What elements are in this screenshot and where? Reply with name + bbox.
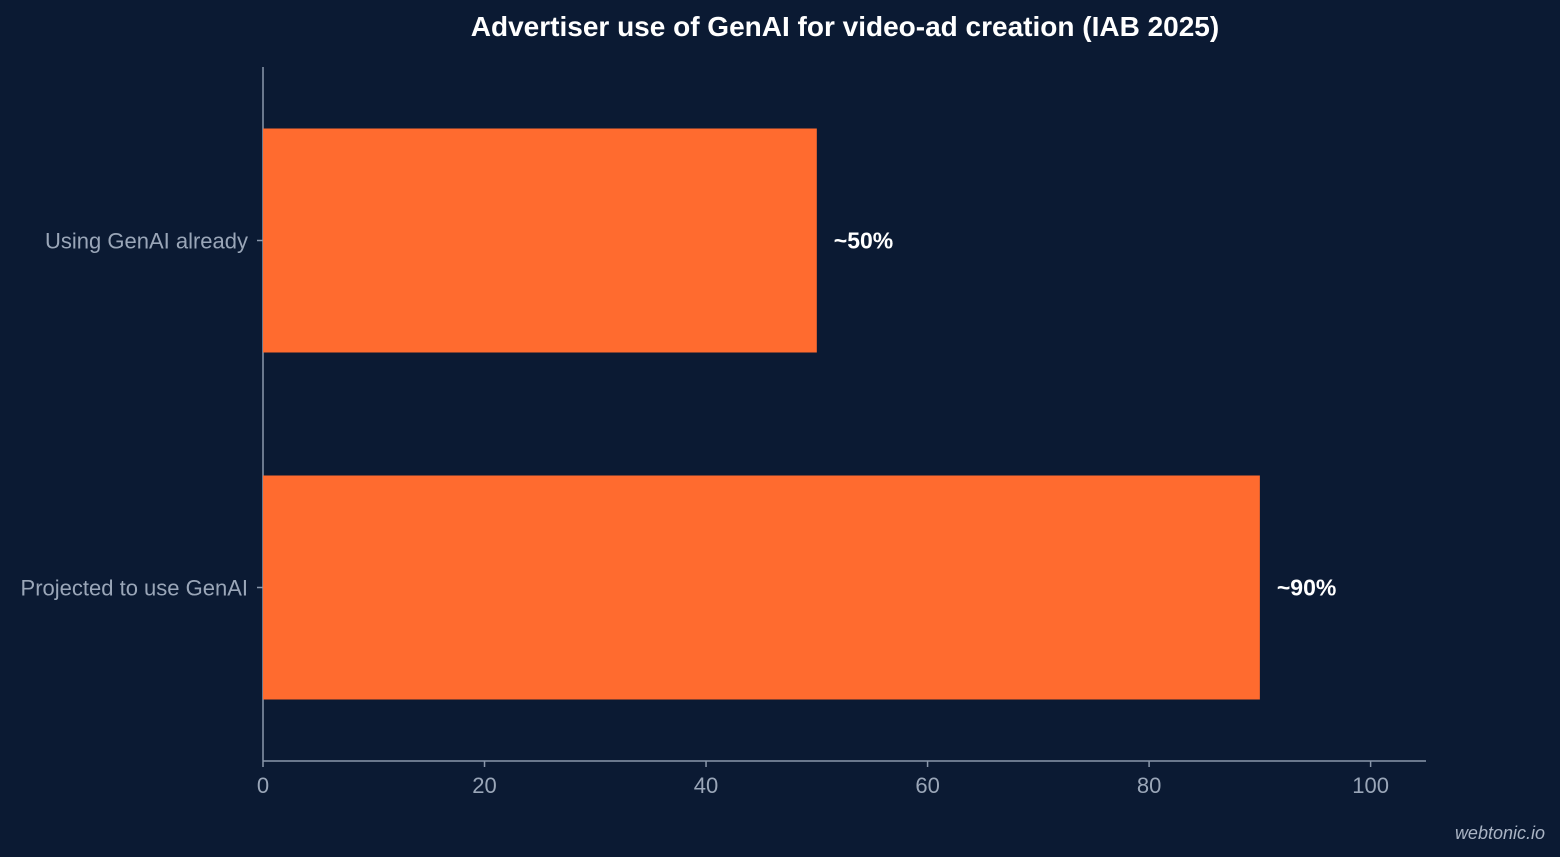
labels: 0 20 40 60 80 100 Using GenAI already ~50% Proje… (21, 228, 1389, 799)
x-tick-label: 40 (694, 773, 718, 798)
bar (263, 475, 1260, 700)
x-tick-label: 100 (1352, 773, 1389, 798)
x-tick-label: 0 (257, 773, 269, 798)
x-tick-label: 80 (1137, 773, 1161, 798)
bar (263, 128, 817, 353)
category-label: Using GenAI already (45, 229, 248, 254)
data-label: ~90% (1277, 575, 1336, 601)
watermark: webtonic.io (1455, 823, 1545, 843)
category-label: Projected to use GenAI (21, 576, 248, 601)
x-tick-label: 20 (472, 773, 496, 798)
data-label: ~50% (834, 228, 893, 254)
chart-title: Advertiser use of GenAI for video-ad cre… (471, 11, 1219, 42)
bars (263, 128, 1260, 700)
x-tick-label: 60 (915, 773, 939, 798)
